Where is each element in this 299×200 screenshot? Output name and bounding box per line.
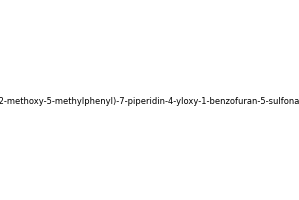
Text: N-(2-methoxy-5-methylphenyl)-7-piperidin-4-yloxy-1-benzofuran-5-sulfonamide: N-(2-methoxy-5-methylphenyl)-7-piperidin… (0, 97, 299, 106)
